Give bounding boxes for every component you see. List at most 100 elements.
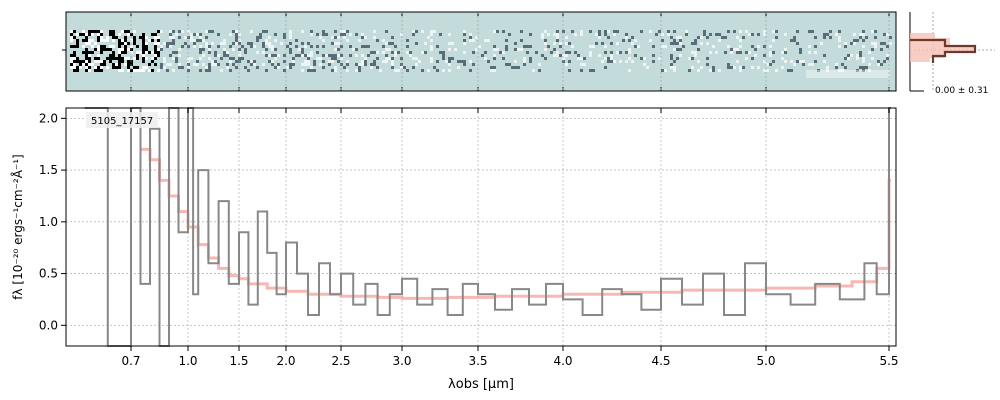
strip-pixel [121, 48, 124, 51]
strip-pixel [817, 69, 820, 72]
strip-pixel [571, 30, 574, 33]
strip-pixel [265, 30, 268, 33]
x-tick-label: 2.0 [276, 354, 295, 368]
strip-pixel [748, 33, 751, 36]
strip-pixel [160, 45, 163, 48]
strip-pixel [163, 60, 166, 63]
strip-pixel [883, 60, 886, 63]
strip-pixel [331, 60, 334, 63]
strip-pixel [856, 54, 859, 57]
strip-pixel [337, 42, 340, 45]
strip-pixel [160, 63, 163, 66]
strip-pixel [697, 69, 700, 72]
strip-pixel [673, 66, 676, 69]
strip-pixel [145, 45, 148, 48]
strip-pixel [307, 57, 310, 60]
strip-pixel [229, 45, 232, 48]
strip-pixel [463, 33, 466, 36]
strip-pixel [172, 42, 175, 45]
strip-pixel [331, 54, 334, 57]
strip-pixel [670, 66, 673, 69]
strip-pixel [205, 45, 208, 48]
strip-pixel [316, 57, 319, 60]
strip-pixel [205, 66, 208, 69]
strip-pixel [289, 51, 292, 54]
strip-pixel [505, 39, 508, 42]
strip-pixel [382, 51, 385, 54]
strip-pixel [448, 69, 451, 72]
strip-pixel [88, 66, 91, 69]
strip-pixel [247, 42, 250, 45]
strip-pixel [265, 69, 268, 72]
strip-pixel [316, 33, 319, 36]
strip-pixel [190, 39, 193, 42]
strip-pixel [457, 66, 460, 69]
strip-pixel [181, 30, 184, 33]
strip-pixel [364, 57, 367, 60]
strip-pixel [136, 69, 139, 72]
strip-pixel [388, 57, 391, 60]
strip-pixel [322, 66, 325, 69]
strip-pixel [727, 45, 730, 48]
strip-pixel [811, 63, 814, 66]
strip-pixel [463, 60, 466, 63]
strip-pixel [661, 39, 664, 42]
strip-pixel [847, 57, 850, 60]
strip-pixel [355, 54, 358, 57]
strip-pixel [499, 51, 502, 54]
strip-pixel [199, 39, 202, 42]
strip-pixel [826, 33, 829, 36]
strip-pixel [763, 30, 766, 33]
strip-pixel [733, 48, 736, 51]
strip-pixel [166, 45, 169, 48]
plot-frame [65, 107, 897, 347]
strip-pixel [706, 42, 709, 45]
strip-pixel [217, 63, 220, 66]
strip-pixel [841, 69, 844, 72]
strip-pixel [463, 42, 466, 45]
strip-pixel [148, 51, 151, 54]
strip-pixel [772, 51, 775, 54]
strip-pixel [670, 63, 673, 66]
strip-pixel [229, 60, 232, 63]
strip-pixel [97, 45, 100, 48]
strip-pixel [436, 69, 439, 72]
strip-pixel [115, 63, 118, 66]
strip-pixel [187, 30, 190, 33]
strip-pixel [799, 48, 802, 51]
id-label-box [86, 112, 158, 128]
strip-pixel [553, 42, 556, 45]
strip-pixel [79, 60, 82, 63]
strip-background [65, 11, 897, 92]
strip-pixel [673, 48, 676, 51]
strip-pixel [766, 69, 769, 72]
strip-pixel [436, 45, 439, 48]
strip-pixel [772, 30, 775, 33]
strip-pixel [490, 66, 493, 69]
strip-pixel [115, 66, 118, 69]
strip-pixel [640, 57, 643, 60]
strip-pixel [97, 48, 100, 51]
strip-pixel [826, 69, 829, 72]
strip-pixel [136, 54, 139, 57]
strip-pixel [307, 42, 310, 45]
strip-pixel [391, 66, 394, 69]
strip-pixel [265, 39, 268, 42]
strip-pixel [157, 42, 160, 45]
strip-pixel [97, 30, 100, 33]
strip-pixel [565, 36, 568, 39]
strip-pixel [715, 33, 718, 36]
strip-pixel [355, 63, 358, 66]
strip-pixel [238, 39, 241, 42]
strip-pixel [391, 42, 394, 45]
strip-pixel [229, 69, 232, 72]
strip-pixel [136, 51, 139, 54]
strip-pixel [325, 54, 328, 57]
strip-pixel [352, 48, 355, 51]
strip-pixel [94, 30, 97, 33]
strip-pixel [886, 57, 889, 60]
strip-pixel [472, 39, 475, 42]
strip-pixel [844, 42, 847, 45]
strip-pixel [838, 39, 841, 42]
